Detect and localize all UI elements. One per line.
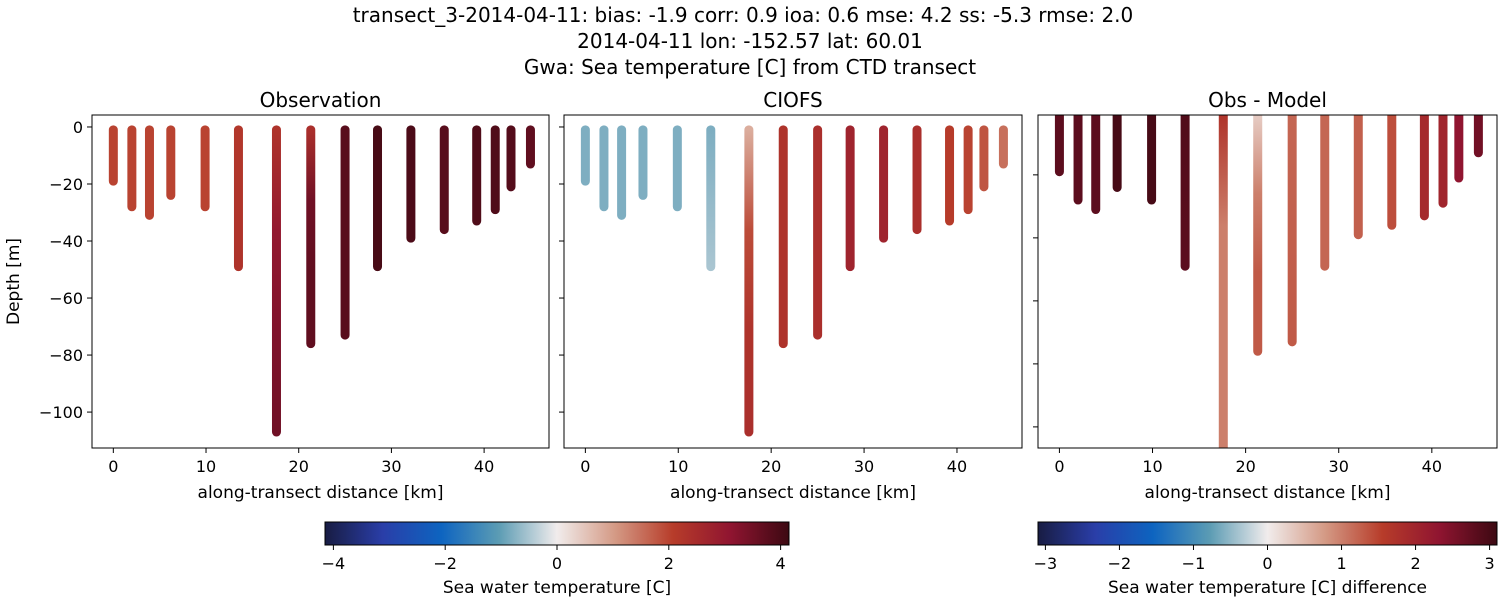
panel-model: CIOFS 0 10 20 30 40 along-transect distance [k… [559,88,1022,503]
colorbar-tick-label: 2 [1410,554,1420,573]
x-tick-label: 20 [1235,457,1255,476]
colorbar-tick-label: 0 [552,554,562,573]
y-tick-label: −100 [39,403,83,422]
x-tick-label: 10 [1142,457,1162,476]
colorbar-tick-label: 3 [1485,554,1495,573]
x-tick-label: 0 [108,457,118,476]
x-tick-label: 40 [1422,457,1442,476]
suptitle-line1: transect_3-2014-04-11: bias: -1.9 corr: … [353,3,1134,27]
colorbar-label: Sea water temperature [C] [443,578,671,598]
x-tick-label: 20 [761,457,781,476]
x-tick-label: 30 [1329,457,1349,476]
colorbar-label: Sea water temperature [C] difference [1108,578,1427,598]
colorbar-tick-label: −1 [1182,554,1206,573]
colorbar-temp: −4 −2 0 2 4 Sea water temperature [C] [322,522,789,598]
x-tick-label: 30 [381,457,401,476]
x-tick-label: 40 [947,457,967,476]
y-tick-label: 0 [73,118,83,137]
x-axis-label: along-transect distance [km] [1145,483,1391,503]
x-tick-label: 0 [580,457,590,476]
colorbar-tick-label: −3 [1034,554,1058,573]
panel-obs: Observation 0 10 20 30 40 0 −20 −40 −60 −80 −100 alo… [4,88,549,503]
colorbar-bar [325,522,789,545]
x-tick-label: 40 [474,457,494,476]
colorbar-tick-label: −2 [1108,554,1132,573]
colorbar-tick-label: 2 [664,554,674,573]
y-tick-label: −20 [49,175,83,194]
x-tick-label: 10 [196,457,216,476]
y-tick-label: −40 [49,232,83,251]
y-axis-label: Depth [m] [4,238,24,325]
panel-title: Obs - Model [1208,88,1327,112]
y-tick-label: −60 [49,289,83,308]
colorbar-tick-label: 4 [776,554,786,573]
x-axis-label: along-transect distance [km] [670,483,916,503]
colorbar-bar [1038,522,1497,545]
panel-diff: Obs - Model 0 10 20 30 40 along-transect dista… [1033,88,1497,503]
panel-title: Observation [260,88,382,112]
profiles [1059,115,1478,449]
x-tick-label: 0 [1054,457,1064,476]
x-axis-label: along-transect distance [km] [198,483,444,503]
x-tick-label: 20 [289,457,309,476]
colorbar-tick-label: 1 [1336,554,1346,573]
suptitle-line2: 2014-04-11 lon: -152.57 lat: 60.01 [577,29,923,53]
profiles [113,130,530,432]
x-tick-label: 30 [854,457,874,476]
x-tick-label: 10 [668,457,688,476]
colorbar-tick-label: −2 [433,554,457,573]
profiles [585,130,1003,432]
y-tick-label: −80 [49,346,83,365]
suptitle-line3: Gwa: Sea temperature [C] from CTD transe… [524,55,976,79]
colorbar-tick-label: 0 [1262,554,1272,573]
panel-title: CIOFS [763,88,822,112]
colorbar-tick-label: −4 [322,554,346,573]
colorbar-diff: −3 −2 −1 0 1 2 3 Sea water temperature [C] diff… [1034,522,1497,598]
